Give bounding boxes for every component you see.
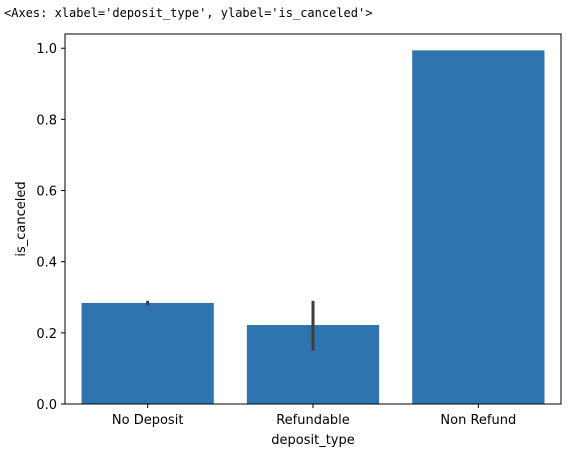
y-tick-label: 0.6 xyxy=(36,185,57,200)
axes-repr-output: <Axes: xlabel='deposit_type', ylabel='is… xyxy=(4,6,373,20)
bars-layer xyxy=(81,50,545,404)
x-tick-label: Non Refund xyxy=(440,413,516,428)
x-tick-label: Refundable xyxy=(276,413,350,428)
y-tick-label: 0.8 xyxy=(36,113,57,128)
bar-non-refund xyxy=(412,50,545,404)
y-tick-label: 1.0 xyxy=(36,42,57,57)
ticks-layer: No Deposit Refundable Non Refund 0.0 0.2 0.4 0… xyxy=(36,42,516,428)
x-tick-label: No Deposit xyxy=(112,413,184,428)
y-tick-label: 0.2 xyxy=(36,327,57,342)
bar-no-deposit xyxy=(81,302,214,404)
y-axis-label: is_canceled xyxy=(14,181,29,256)
plot-area-frame xyxy=(64,33,562,405)
x-axis-label: deposit_type xyxy=(271,433,354,448)
error-bars-layer xyxy=(146,300,315,351)
y-tick-label: 0.4 xyxy=(36,256,57,271)
y-tick-label: 0.0 xyxy=(36,398,57,413)
